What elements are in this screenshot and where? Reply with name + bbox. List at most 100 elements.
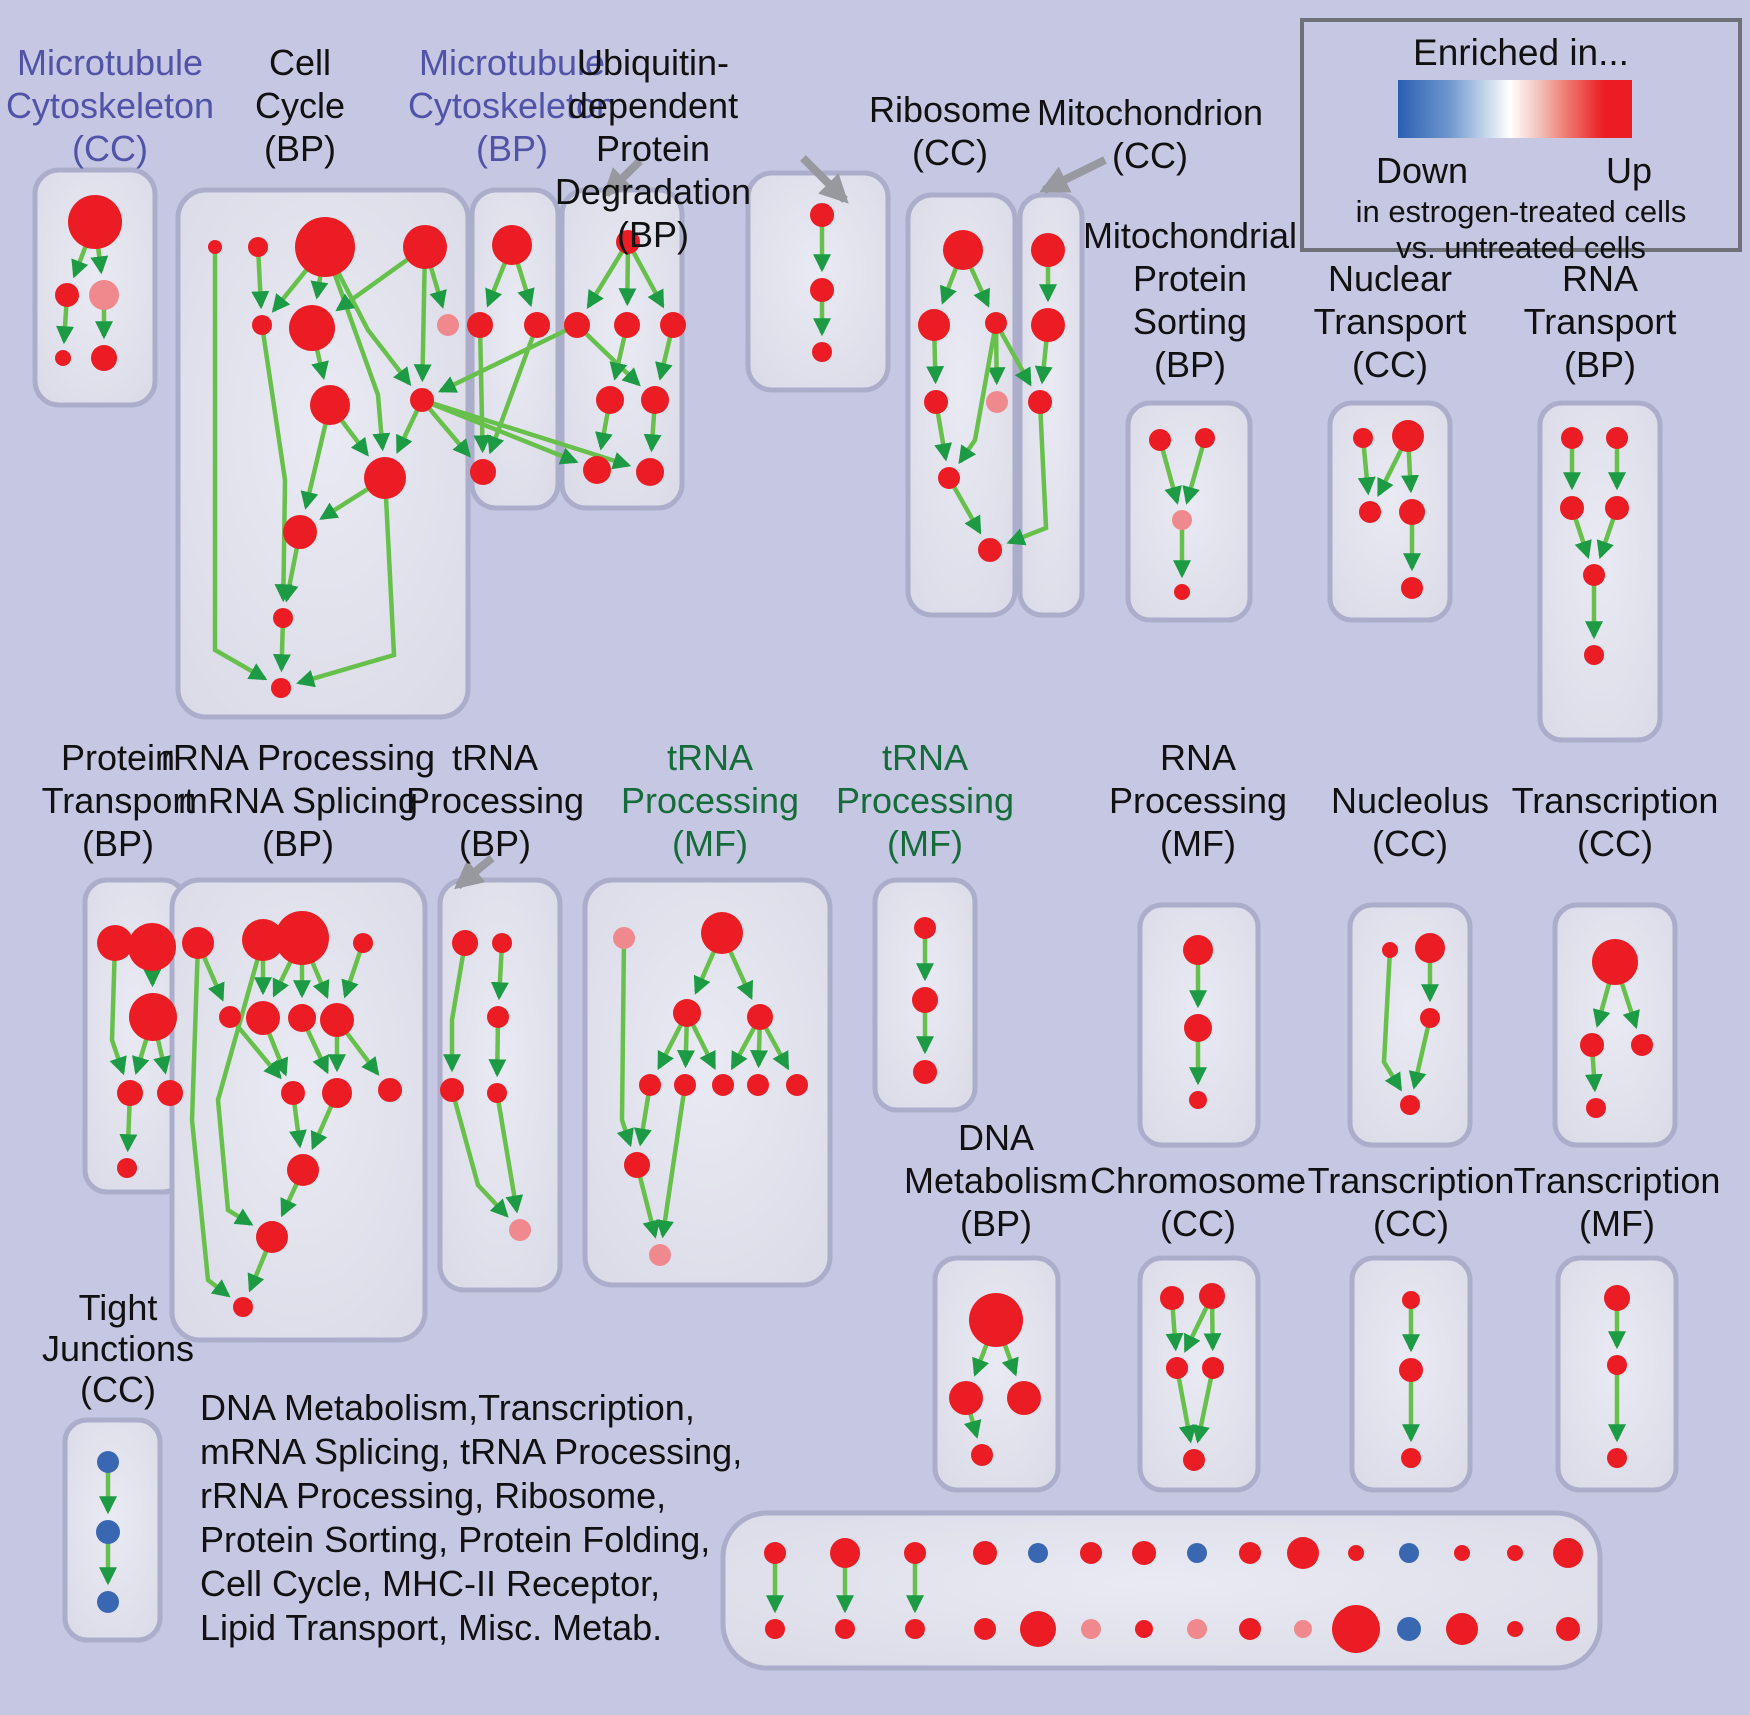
go-term-node-t2 [1199,1283,1225,1309]
go-term-node-r4 [1586,1098,1606,1118]
go-term-node-xb11 [1332,1605,1380,1653]
go-term-node-xt13 [1454,1545,1470,1561]
misc-categories-text-line3: rRNA Processing, Ribosome, [200,1475,666,1516]
go-term-node-l7 [288,1004,316,1032]
go-term-node-m4 [440,1078,464,1102]
go-term-node-j3 [1560,496,1584,520]
cluster-label-protein-transport-bp-line2: Transport [42,780,195,821]
cluster-box-chromosome-cc [1137,1255,1261,1493]
go-term-node-xb10 [1294,1620,1312,1638]
misc-categories-text-line5: Cell Cycle, MHC-II Receptor, [200,1563,660,1604]
cluster-label-mitochondrial-protein-sorting-bp-line2: Protein [1133,258,1247,299]
go-term-node-i5 [1401,577,1423,599]
misc-categories-text-line1: DNA Metabolism,Transcription, [200,1387,695,1428]
edge-arrow-g3-f7 [1006,401,1049,546]
go-term-node-e2 [810,278,834,302]
go-term-node-c3 [524,312,550,338]
cluster-label-ubiquitin-degradation-bp-line1: Ubiquitin- [577,42,729,83]
go-term-node-c1 [492,225,532,265]
misc-categories-text-line4: Protein Sorting, Protein Folding, [200,1519,710,1560]
cluster-label-dna-metabolism-bp-line1: DNA [958,1117,1034,1158]
cluster-label-microtubule-cytoskeleton-cc-line3: (CC) [72,128,148,169]
go-term-node-o3 [913,1060,937,1084]
go-term-node-xb12 [1397,1617,1421,1641]
go-term-node-k6 [117,1158,137,1178]
go-term-node-q1 [1382,942,1398,958]
go-term-node-e1 [810,203,834,227]
go-term-node-m5 [487,1083,507,1103]
go-term-node-d8 [636,458,664,486]
edge-arrow-m1-m4 [443,942,468,1073]
edge-arrow-d1-d4 [626,240,665,309]
cluster-label-tight-junctions-cc-line1: Tight [79,1287,158,1328]
cluster-label-nuclear-transport-cc-line1: Nuclear [1328,258,1452,299]
misc-categories-text-line6: Lipid Transport, Misc. Metab. [200,1607,662,1648]
cluster-label-trna-processing-mf-1-line1: tRNA [667,737,753,778]
cluster-label-chromosome-cc-line1: Chromosome [1090,1160,1306,1201]
go-term-node-b1 [208,240,222,254]
cluster-label-ubiquitin-degradation-bp-line4: Degradation [555,171,751,212]
go-term-node-a2 [55,283,79,307]
cluster-label-microtubule-cytoskeleton-bp-line2: Cytoskeleton [408,85,616,126]
go-term-node-xb3 [905,1619,925,1639]
cluster-label-nuclear-transport-cc-line3: (CC) [1352,344,1428,385]
go-term-node-l4 [353,933,373,953]
cluster-label-protein-transport-bp-line3: (BP) [82,823,154,864]
cluster-label-trna-processing-mf-2-line2: Processing [836,780,1014,821]
go-term-node-h2 [1195,428,1215,448]
go-term-node-i3 [1359,501,1381,523]
go-term-node-w2 [96,1520,120,1544]
go-term-node-f6 [938,467,960,489]
go-term-node-xt7 [1132,1541,1156,1565]
cluster-label-mitochondrion-cc-line1: Mitochondrion [1037,92,1263,133]
go-term-node-n3 [673,999,701,1027]
go-term-node-xb9 [1239,1618,1261,1640]
go-term-node-g2 [1031,308,1065,342]
cluster-label-rrna-processing-mrna-splicing-bp-line3: (BP) [262,823,334,864]
go-term-node-xb14 [1507,1621,1523,1637]
label-pointer-arrow-1 [602,158,643,198]
go-term-node-i2 [1392,420,1424,452]
edge-arrow-n6-n11 [656,1084,688,1239]
go-term-node-d7 [583,456,611,484]
cluster-label-rna-processing-mf-line2: Processing [1109,780,1287,821]
label-pointer-arrow-3 [1039,156,1107,194]
edge-arrow-t3-t5 [1174,1367,1197,1444]
legend-caption-line1: in estrogen-treated cells [1355,194,1687,229]
go-term-node-f7 [978,538,1002,562]
cluster-label-rna-processing-mf-line1: RNA [1160,737,1236,778]
go-term-node-j4 [1605,496,1629,520]
legend-caption-line2: vs. untreated cells [1396,230,1646,265]
go-term-node-q4 [1400,1095,1420,1115]
go-term-node-t5 [1183,1449,1205,1471]
cluster-label-trna-processing-mf-2-line3: (MF) [887,823,963,864]
cluster-label-rna-processing-mf-line3: (MF) [1160,823,1236,864]
go-term-node-f1 [943,230,983,270]
go-term-node-w3 [97,1591,119,1613]
go-term-node-i1 [1353,428,1373,448]
misc-categories-text-line2: mRNA Splicing, tRNA Processing, [200,1431,742,1472]
go-term-node-xb15 [1556,1617,1580,1641]
go-term-node-n10 [624,1152,650,1178]
go-term-node-d2 [564,312,590,338]
go-term-node-s3 [1007,1381,1041,1415]
cluster-label-ubiquitin-degradation-bp-line3: Protein [596,128,710,169]
cluster-label-trna-processing-bp-line2: Processing [406,780,584,821]
cluster-label-ubiquitin-degradation-bp-line5: (BP) [617,214,689,255]
go-term-node-a5 [91,345,117,371]
go-term-node-xb5 [1020,1611,1056,1647]
go-term-node-xb13 [1446,1613,1478,1645]
cluster-label-mitochondrial-protein-sorting-bp-line4: (BP) [1154,344,1226,385]
go-term-node-xt14 [1507,1545,1523,1561]
go-term-node-k1 [97,925,133,961]
go-term-node-k4 [117,1080,143,1106]
go-term-node-h4 [1174,584,1190,600]
go-term-node-n11 [649,1244,671,1266]
edge-arrow-b4-b9 [413,246,432,383]
cluster-box-trna-processing-mf-1 [582,877,833,1288]
go-term-node-n4 [747,1004,773,1030]
cluster-label-trna-processing-bp-line3: (BP) [459,823,531,864]
cluster-box-nucleolus-cc [1347,902,1473,1148]
go-term-node-f3 [985,312,1007,334]
go-term-node-v3 [1607,1448,1627,1468]
